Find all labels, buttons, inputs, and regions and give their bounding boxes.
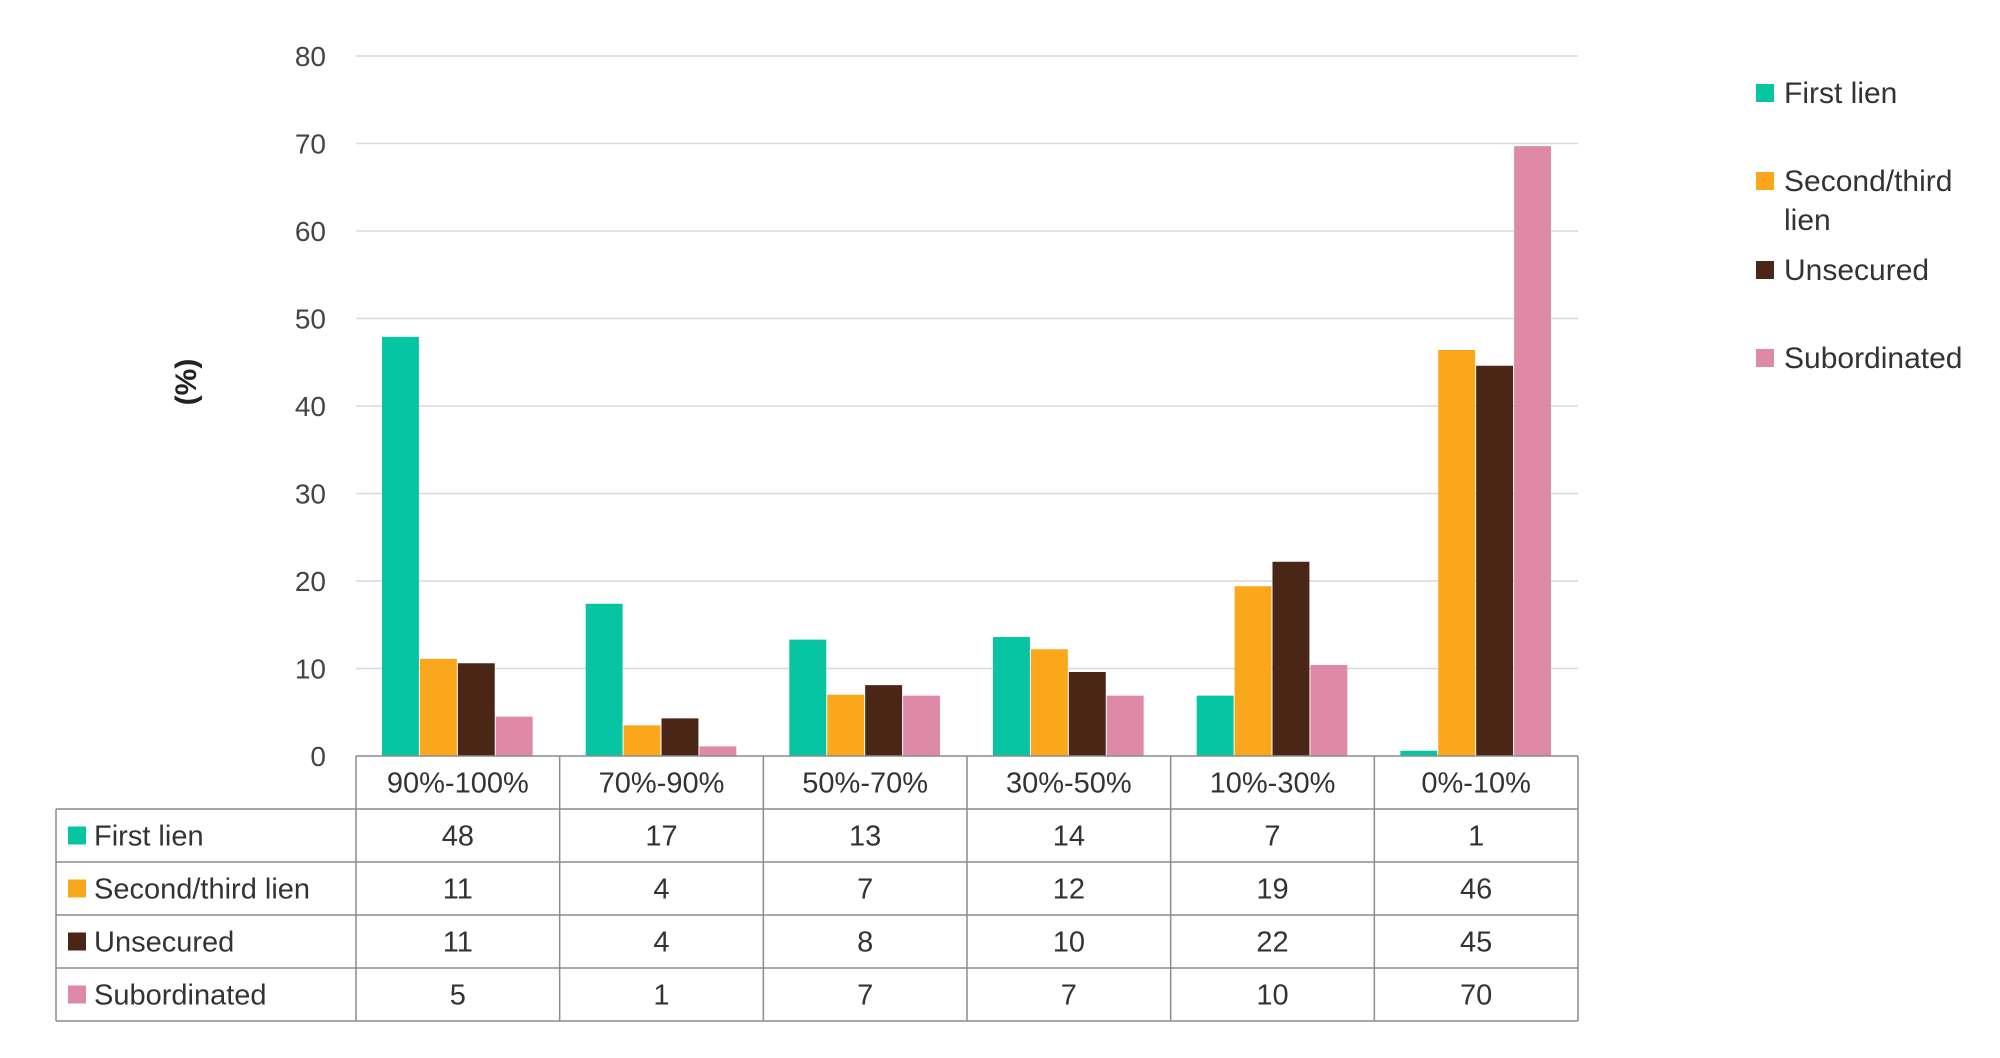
y-tick-label: 30: [295, 479, 326, 510]
table-row-label: First lien: [94, 821, 204, 853]
legend-swatch: [1756, 349, 1774, 367]
legend-label: Second/third: [1784, 165, 1952, 198]
bar: [1196, 695, 1234, 756]
gridlines: [356, 55, 1578, 670]
table-cell-value: 7: [1264, 821, 1280, 853]
table-cell-value: 19: [1256, 874, 1288, 906]
bar: [1476, 365, 1514, 756]
bar: [382, 336, 419, 756]
y-tick-label: 0: [310, 741, 326, 772]
table-cell-value: 70: [1460, 980, 1492, 1012]
table-row-label: Subordinated: [94, 980, 267, 1012]
bar: [661, 718, 699, 756]
legend-swatch: [1756, 172, 1774, 190]
bar: [993, 637, 1030, 756]
bar: [623, 725, 661, 756]
y-axis-ticks: 0 10 20 30 40 50 60 70 80: [295, 41, 326, 772]
y-tick-label: 60: [295, 216, 326, 247]
bar: [1310, 665, 1348, 756]
legend-label: Subordinated: [1784, 342, 1962, 375]
x-tick-label: 30%-50%: [1006, 768, 1132, 800]
bar: [903, 695, 940, 756]
table-cell-value: 12: [1053, 874, 1085, 906]
bar: [1030, 649, 1068, 756]
bar: [1514, 146, 1551, 756]
table-cell-value: 1: [653, 980, 669, 1012]
table-legend-swatch: [68, 985, 86, 1004]
bars: [382, 146, 1551, 756]
bar: [789, 639, 827, 756]
bar: [457, 663, 495, 756]
table-cell-value: 1: [1468, 821, 1484, 853]
table-cell-value: 11: [443, 927, 473, 959]
bar: [699, 746, 737, 756]
legend-label: First lien: [1784, 77, 1897, 110]
y-tick-label: 50: [295, 304, 326, 335]
bar: [1400, 750, 1438, 756]
table-cell-value: 7: [857, 980, 873, 1012]
legend-swatch: [1756, 84, 1774, 102]
table-cell-value: 13: [849, 821, 881, 853]
y-tick-label: 80: [295, 41, 326, 72]
bar: [1068, 672, 1106, 756]
table-cell-value: 17: [645, 821, 677, 853]
table-row-label: Second/third lien: [94, 874, 310, 906]
table-row-label: Unsecured: [94, 927, 234, 959]
table-cell-value: 4: [653, 927, 669, 959]
y-tick-label: 10: [295, 654, 326, 685]
y-tick-label: 40: [295, 391, 326, 422]
bar: [1438, 350, 1476, 756]
bar: [419, 658, 457, 756]
table-cell-value: 11: [443, 874, 473, 906]
table-cell-value: 45: [1460, 927, 1492, 959]
table-cell-value: 4: [653, 874, 669, 906]
y-tick-label: 20: [295, 566, 326, 597]
bar: [1272, 561, 1310, 756]
table-legend-swatch: [68, 932, 86, 951]
table-cell-value: 10: [1053, 927, 1085, 959]
x-tick-label: 50%-70%: [802, 768, 928, 800]
bar: [827, 694, 865, 756]
bar: [585, 603, 623, 756]
bar: [865, 685, 903, 756]
y-tick-label: 70: [295, 129, 326, 160]
y-axis-label: (%): [170, 359, 203, 406]
x-tick-label: 70%-90%: [599, 768, 725, 800]
bar: [1106, 695, 1144, 756]
legend-label: lien: [1784, 204, 1831, 237]
table-cell-value: 8: [857, 927, 873, 959]
table-legend-swatch: [68, 879, 86, 898]
x-tick-label: 0%-10%: [1421, 768, 1531, 800]
bar: [495, 716, 533, 756]
table-cell-value: 7: [1061, 980, 1077, 1012]
legend-swatch: [1756, 261, 1774, 279]
table-cell-value: 46: [1460, 874, 1492, 906]
bar: [1234, 586, 1272, 756]
x-tick-label: 90%-100%: [387, 768, 529, 800]
table-cell-value: 14: [1053, 821, 1085, 853]
legend-label: Unsecured: [1784, 254, 1929, 287]
table-cell-value: 48: [442, 821, 474, 853]
x-tick-label: 10%-30%: [1210, 768, 1336, 800]
table-cell-value: 22: [1256, 927, 1288, 959]
table-cell-value: 10: [1256, 980, 1288, 1012]
table-legend-swatch: [68, 826, 86, 845]
table-cell-value: 7: [857, 874, 873, 906]
data-table: 90%-100% 70%-90% 50%-70% 30%-50% 10%-30% 0%-1…: [55, 755, 1579, 1022]
legend: First lien Second/third lien Unsecured Subor…: [1756, 77, 1962, 375]
table-cell-value: 5: [450, 980, 466, 1012]
